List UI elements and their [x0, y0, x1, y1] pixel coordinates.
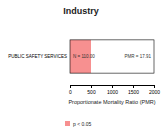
bar-outline: [70, 40, 154, 73]
x-axis-label: Proportionate Mortality Ratio (PMR): [68, 99, 155, 105]
tick: 0: [69, 85, 72, 95]
tick-label: 1000: [107, 89, 118, 95]
tick: 1500: [128, 85, 139, 95]
plot: N = 110.00 PMR = 17.91 0 500 1000 1500 2000 PUB…: [8, 40, 160, 95]
y-axis: PUBLIC SAFETY SERVICES: [8, 54, 67, 59]
tick-mark: [70, 85, 71, 88]
tick-mark: [133, 85, 134, 88]
tick-label: 1500: [128, 89, 139, 95]
tick: 1000: [107, 85, 118, 95]
tick-label: 2000: [149, 89, 160, 95]
x-axis: 0 500 1000 1500 2000: [69, 85, 160, 95]
tick-mark: [154, 85, 155, 88]
annotation: N = 110.00: [73, 54, 95, 59]
tick: PUBLIC SAFETY SERVICES: [8, 54, 67, 59]
tick-label: 500: [87, 89, 96, 95]
chart: Industry N = 110.00 PMR = 17.91 0 500 1000 150…: [0, 0, 162, 135]
legend: p < 0.05: [65, 121, 91, 127]
legend-swatch: [65, 121, 70, 126]
annotation: PMR = 17.91: [125, 54, 152, 59]
tick-label: PUBLIC SAFETY SERVICES: [8, 54, 67, 59]
tick: 2000: [149, 85, 160, 95]
legend-item: p < 0.05: [65, 121, 91, 127]
tick-mark: [112, 85, 113, 88]
legend-label: p < 0.05: [73, 121, 91, 127]
tick: 500: [87, 85, 96, 95]
tick-mark: [91, 85, 92, 88]
tick-label: 0: [69, 89, 72, 95]
title: Industry: [63, 6, 99, 16]
